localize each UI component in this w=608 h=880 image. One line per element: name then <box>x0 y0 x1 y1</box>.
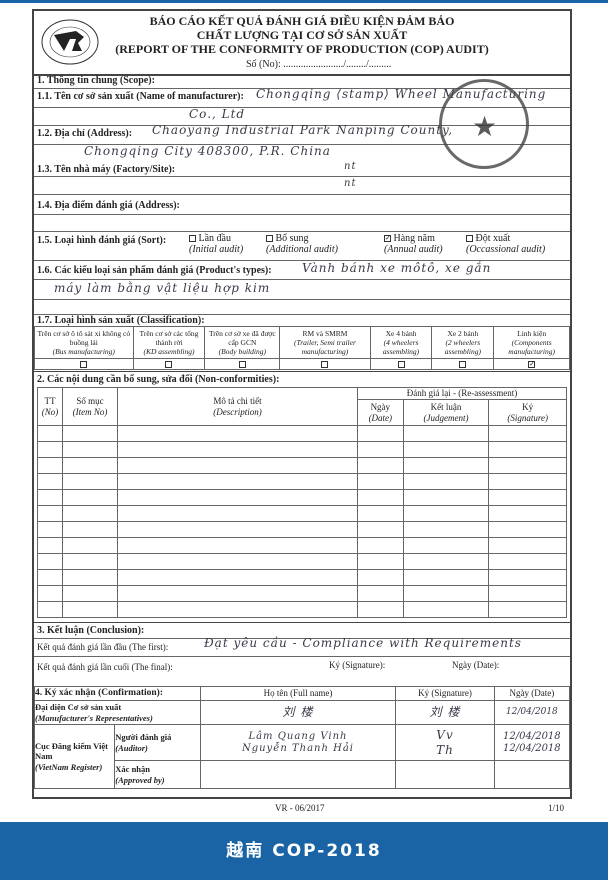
scope-heading: 1. Thông tin chung (Scope): <box>37 75 155 86</box>
checkbox <box>321 361 329 369</box>
checkbox-checked: ✓ <box>528 360 536 369</box>
top-accent-line <box>0 0 608 3</box>
sort-additional: Bổ sung (Additional audit) <box>266 233 338 255</box>
checkbox-occasional <box>466 235 473 243</box>
mfr-rep-signature: 刘 楼 <box>395 700 495 725</box>
sort-option-label: Đột xuất <box>475 233 511 244</box>
classification-table: Trên cơ sở ô tô sát xi không có buồng lá… <box>34 326 570 370</box>
sort-option-label: Hàng năm <box>393 233 435 244</box>
sort-annual: ✓ Hàng năm (Annual audit) <box>384 233 443 255</box>
signature-label: Ký (Signature): <box>329 660 386 670</box>
product-types-value: Vành bánh xe môtô, xe gắn <box>302 261 492 275</box>
date-label: Ngày (Date): <box>452 660 500 670</box>
auditor-2-signature: Th <box>436 742 454 757</box>
class-components: Linh kiện (Components manufacturing) <box>493 326 570 359</box>
reassessment-header: Đánh giá lại - (Re-assessment) <box>357 387 567 400</box>
company-seal-stamp: ★ <box>439 79 529 169</box>
checkbox-additional <box>266 235 273 243</box>
factory-value: nt <box>344 161 357 172</box>
sort-option-label: Lần đầu <box>198 233 232 244</box>
sort-label: 1.5. Loại hình đánh giá (Sort): <box>37 235 167 246</box>
nonconformities-heading: 2. Các nội dung cần bổ sung, sửa đổi (No… <box>37 374 280 385</box>
form-code: VR - 06/2017 <box>275 803 325 813</box>
final-result-label: Kết quả đánh giá lần cuối (The final): <box>37 662 173 672</box>
checkbox <box>80 361 88 369</box>
nonconformity-row <box>37 441 567 458</box>
checkbox-initial <box>189 235 196 243</box>
class-bus: Trên cơ sở ô tô sát xi không có buồng lá… <box>34 326 134 359</box>
class-body: Trên cơ sở xe đã được cấp GCN (Body build… <box>204 326 281 359</box>
col-signature: Ký (Signature) <box>395 686 495 701</box>
nonconformity-row <box>37 537 567 554</box>
first-result-value: Đạt yêu cầu - Compliance with Requiremen… <box>204 636 522 650</box>
nonconformity-row <box>37 457 567 474</box>
nonconformity-row <box>37 585 567 602</box>
nonconformities-table: TT (No) Số mục (Item No) Mô tả chi tiết (De… <box>37 387 567 618</box>
sort-option-en: (Annual audit) <box>384 244 443 255</box>
cop-audit-report-page: BÁO CÁO KẾT QUẢ ĐÁNH GIÁ ĐIỀU KIỆN ĐẢM B… <box>32 9 572 799</box>
nonconformity-row <box>37 505 567 522</box>
sort-option-en: (Occassional audit) <box>466 244 546 255</box>
auditor-2-date: 12/04/2018 <box>503 742 561 754</box>
classification-label: 1.7. Loại hình sản xuất (Classification)… <box>37 315 205 326</box>
conclusion-heading: 3. Kết luận (Conclusion): <box>37 625 145 636</box>
confirmation-heading: 4. Ký xác nhận (Confirmation): <box>34 686 201 701</box>
nonconformity-row <box>37 553 567 570</box>
bottom-banner: 越南 COP-2018 <box>0 822 608 880</box>
first-result-label: Kết quả đánh giá lần đầu (The first): <box>37 642 169 652</box>
product-types-value-cont: máy làm bằng vật liệu hợp kim <box>54 281 271 295</box>
auditor-1-name: Lâm Quang Vinh <box>248 730 348 742</box>
checkbox <box>397 361 405 369</box>
manufacturer-value-cont: Co., Ltd <box>189 107 246 121</box>
nonconformity-row <box>37 569 567 586</box>
class-trailer: RM và SMRM (Trailer, Semi trailer manufac… <box>279 326 371 359</box>
checkbox <box>459 361 467 369</box>
auditor-1-date: 12/04/2018 <box>503 730 561 742</box>
sort-option-label: Bổ sung <box>275 233 309 244</box>
nonconformity-row <box>37 425 567 442</box>
confirmation-table: 4. Ký xác nhận (Confirmation): Họ tên (F… <box>33 686 571 789</box>
col-full-name: Họ tên (Full name) <box>199 686 397 701</box>
checkbox <box>238 361 246 369</box>
sort-occasional: Đột xuất (Occassional audit) <box>466 233 545 255</box>
class-2-wheelers: Xe 2 bánh (2 wheelers assembling) <box>431 326 495 359</box>
mfr-rep-name: 刘 楼 <box>199 700 397 725</box>
title-en: (REPORT OF THE CONFORMITY OF PRODUCTION … <box>115 42 489 56</box>
page-number: 1/10 <box>548 803 565 813</box>
address-value: Chaoyang Industrial Park Nanping County, <box>152 123 454 137</box>
sort-option-en: (Additional audit) <box>266 244 338 255</box>
factory-value-cont: nt <box>344 178 357 189</box>
nonconformity-row <box>37 521 567 538</box>
auditor-1-signature: Vv <box>436 728 454 743</box>
nonconformity-row <box>37 601 567 618</box>
nonconformity-row <box>37 489 567 506</box>
nonconformity-row <box>37 473 567 490</box>
product-types-label: 1.6. Các kiểu loại sản phẩm đánh giá (Pr… <box>37 265 272 276</box>
vietnam-register-logo <box>41 19 99 65</box>
checkbox-annual-checked: ✓ <box>384 234 391 243</box>
class-4-wheelers: Xe 4 bánh (4 wheelers assembling) <box>369 326 433 359</box>
sort-initial: Lần đầu (Initial audit) <box>189 233 243 255</box>
factory-label: 1.3. Tên nhà máy (Factory/Site): <box>37 164 176 175</box>
checkbox <box>165 361 173 369</box>
address-value-cont: Chongqing City 408300, P.R. China <box>84 144 331 158</box>
manufacturer-label: 1.1. Tên cơ sở sản xuất (Name of manufac… <box>37 91 244 102</box>
report-number: Số (No): ......................../......… <box>246 59 392 70</box>
mfr-rep-date: 12/04/2018 <box>493 700 571 725</box>
address-label: 1.2. Địa chỉ (Address): <box>37 128 133 139</box>
col-date: Ngày (Date) <box>493 686 571 701</box>
title-vi-1: BÁO CÁO KẾT QUẢ ĐÁNH GIÁ ĐIỀU KIỆN ĐẢM B… <box>149 14 455 28</box>
auditor-2-name: Nguyễn Thanh Hải <box>241 742 354 754</box>
audit-address-label: 1.4. Địa điểm đánh giá (Address): <box>37 200 180 211</box>
sort-option-en: (Initial audit) <box>189 244 244 255</box>
class-kd: Trên cơ sở các tổng thành rời (KD assembl… <box>132 326 206 359</box>
title-vi-2: CHẤT LƯỢNG TẠI CƠ SỞ SẢN XUẤT <box>196 28 408 42</box>
